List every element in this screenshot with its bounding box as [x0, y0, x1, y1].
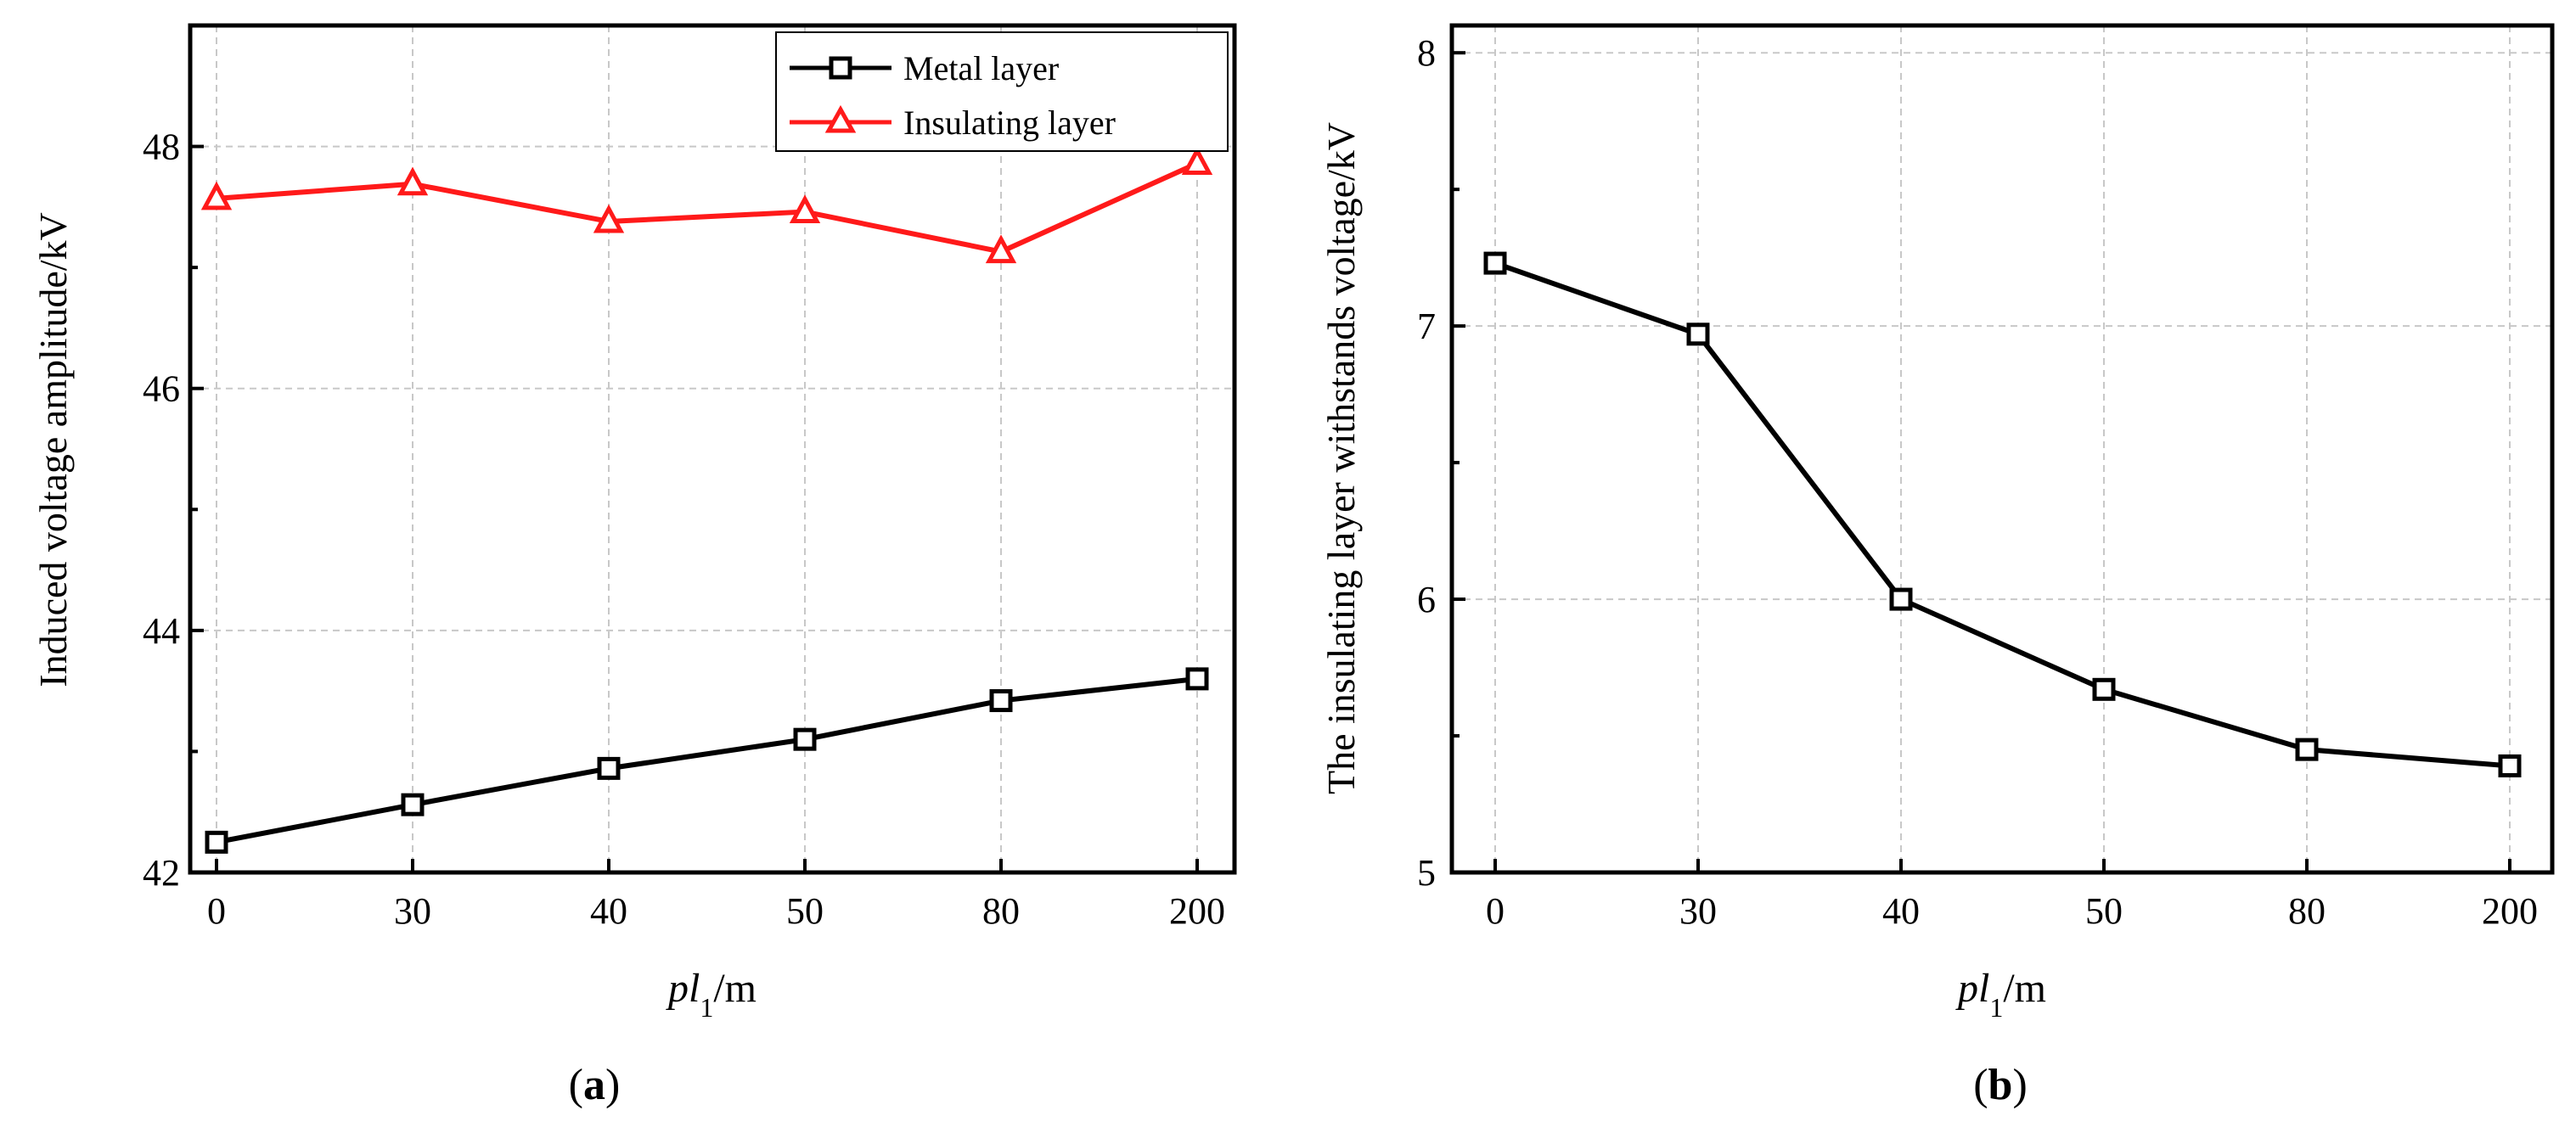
panel-b-series [1483, 251, 2522, 777]
panel-a-xtick-label-1: 30 [394, 890, 431, 932]
panel-a-x-axis-label: pl1/m [666, 966, 756, 1023]
panel-b-ytick-label-2: 7 [1417, 306, 1436, 347]
panel-b-series-0-point-4 [2295, 738, 2319, 761]
panel-a-series [200, 146, 1213, 854]
panel-b-series-0-point-3 [2092, 677, 2116, 701]
panel-b-ytick-label-0: 5 [1417, 852, 1436, 894]
panel-b-series-0-point-5 [2498, 754, 2522, 777]
panel-a-series-0-point-3 [793, 727, 817, 751]
panel-b-xtick-label-0: 0 [1486, 890, 1505, 932]
panel-a-series-1-point-0 [200, 181, 233, 210]
panel-a-series-1-point-2 [593, 204, 625, 233]
panel-a-series-0-point-0 [205, 830, 228, 854]
panel-a-ytick-label-0: 42 [143, 852, 180, 894]
panel-b-series-0-point-1 [1686, 323, 1710, 346]
panel-b-caption: (b) [1973, 1061, 2028, 1109]
panel-b-grid [1452, 25, 2552, 872]
panel-a-plot-frame [188, 23, 1237, 875]
panel-a-legend: Metal layer Insulating layer [775, 31, 1229, 152]
panel-a-xtick-label-3: 50 [786, 890, 824, 932]
panel-a-ytick-label-1: 44 [143, 610, 180, 652]
panel-a-series-0-point-1 [401, 793, 425, 816]
panel-b-series-0-line [1494, 261, 2511, 769]
panel-b-ticks: 0 30 40 50 80 200 5 6 7 8 [1417, 32, 2538, 932]
panel-b-series-0-point-0 [1483, 251, 1507, 275]
legend-metal-marker [829, 56, 852, 80]
panel-a-series-0-point-5 [1185, 667, 1209, 691]
legend-metal-label: Metal layer [903, 49, 1059, 87]
panel-a-series-1-line [216, 160, 1199, 255]
panel-a-xtick-label-2: 40 [590, 890, 627, 932]
panel-a-xtick-label-0: 0 [207, 890, 226, 932]
panel-b-y-axis-label: The insulating layer withstands voltage/… [1319, 122, 1363, 794]
panel-a-series-1-point-4 [985, 234, 1017, 264]
panel-a-series-1-point-3 [789, 194, 821, 224]
panel-b-x-axis-label: pl1/m [1955, 966, 2046, 1023]
panel-b-ytick-label-1: 6 [1417, 579, 1436, 620]
legend-insulating-label: Insulating layer [903, 104, 1116, 142]
panel-b-xtick-label-4: 80 [2288, 890, 2326, 932]
panel-b-xtick-label-2: 40 [1882, 890, 1920, 932]
panel-a-y-axis-label: Induced voltage amplitude/kV [31, 212, 75, 687]
panel-a-series-1-point-5 [1181, 146, 1213, 176]
panel-a-xtick-label-4: 80 [982, 890, 1020, 932]
legend-insulating-marker [824, 104, 857, 133]
panel-a-grid [190, 25, 1235, 872]
panel-b-plot-frame [1449, 23, 2555, 875]
panel-a-ytick-label-2: 46 [143, 368, 180, 410]
panel-a-series-0-line [216, 676, 1198, 845]
panel-a-ticks: 0 30 40 50 80 200 42 44 46 48 [143, 126, 1225, 932]
panel-a-caption: (a) [569, 1061, 621, 1109]
panel-a-series-0-point-2 [597, 756, 621, 780]
panel-b-series-0-point-2 [1889, 587, 1913, 611]
panel-b-xtick-label-1: 30 [1679, 890, 1717, 932]
panel-a-ytick-label-3: 48 [143, 126, 180, 168]
panel-b: 0 30 40 50 80 200 5 6 7 8 The insulating layer wi… [1319, 23, 2555, 1109]
panel-a: 0 30 40 50 80 200 42 44 46 48 Induced voltage amp… [31, 23, 1237, 1109]
panel-a-xtick-label-5: 200 [1169, 890, 1225, 932]
panel-a-series-1-point-1 [397, 166, 429, 196]
panel-a-series-0-point-4 [989, 689, 1013, 713]
panel-b-ytick-label-3: 8 [1417, 32, 1436, 74]
panel-b-xtick-label-5: 200 [2482, 890, 2538, 932]
panel-b-xtick-label-3: 50 [2085, 890, 2123, 932]
